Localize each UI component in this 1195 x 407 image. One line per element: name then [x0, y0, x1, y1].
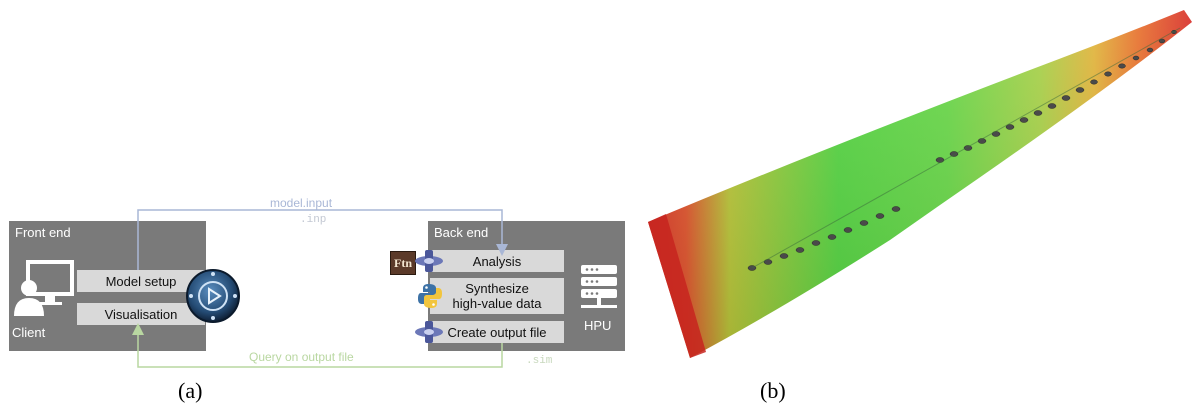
model-input-label: model.input: [270, 196, 333, 210]
analysis-box: Analysis: [430, 250, 564, 272]
visualisation-box: Visualisation: [77, 303, 205, 325]
connector-icon-output: [415, 321, 443, 343]
inp-extension-label: .inp: [300, 214, 327, 226]
wing-root-band: [648, 214, 706, 358]
caption-a: (a): [178, 378, 203, 403]
synthesize-line-1: Synthesize: [465, 281, 529, 296]
sim-extension-label: .sim: [526, 355, 553, 367]
query-arrow: [132, 323, 503, 368]
client-label: Client: [12, 325, 46, 340]
connector-icon-analysis: [415, 250, 443, 272]
front-end-title: Front end: [15, 225, 71, 240]
python-icon: [418, 284, 442, 308]
wing-contour-plot: [648, 10, 1192, 358]
client-computer-icon: [14, 260, 74, 316]
fortran-badge-icon: Ftn: [390, 251, 416, 275]
caption-b: (b): [760, 378, 786, 403]
create-output-box: Create output file: [430, 321, 564, 343]
simulation-app-logo-icon: [186, 269, 240, 323]
model-setup-box: Model setup: [77, 270, 205, 292]
server-icon: [581, 265, 617, 308]
fortran-badge-text: Ftn: [394, 255, 412, 270]
spar-line: [751, 27, 1181, 269]
back-end-title: Back end: [434, 225, 489, 240]
synthesize-line-2: high-value data: [452, 296, 542, 311]
hpu-label: HPU: [584, 318, 612, 333]
query-output-label: Query on output file: [249, 350, 354, 364]
synthesize-box: Synthesize high-value data: [430, 278, 564, 314]
model-input-arrow: [137, 209, 508, 270]
